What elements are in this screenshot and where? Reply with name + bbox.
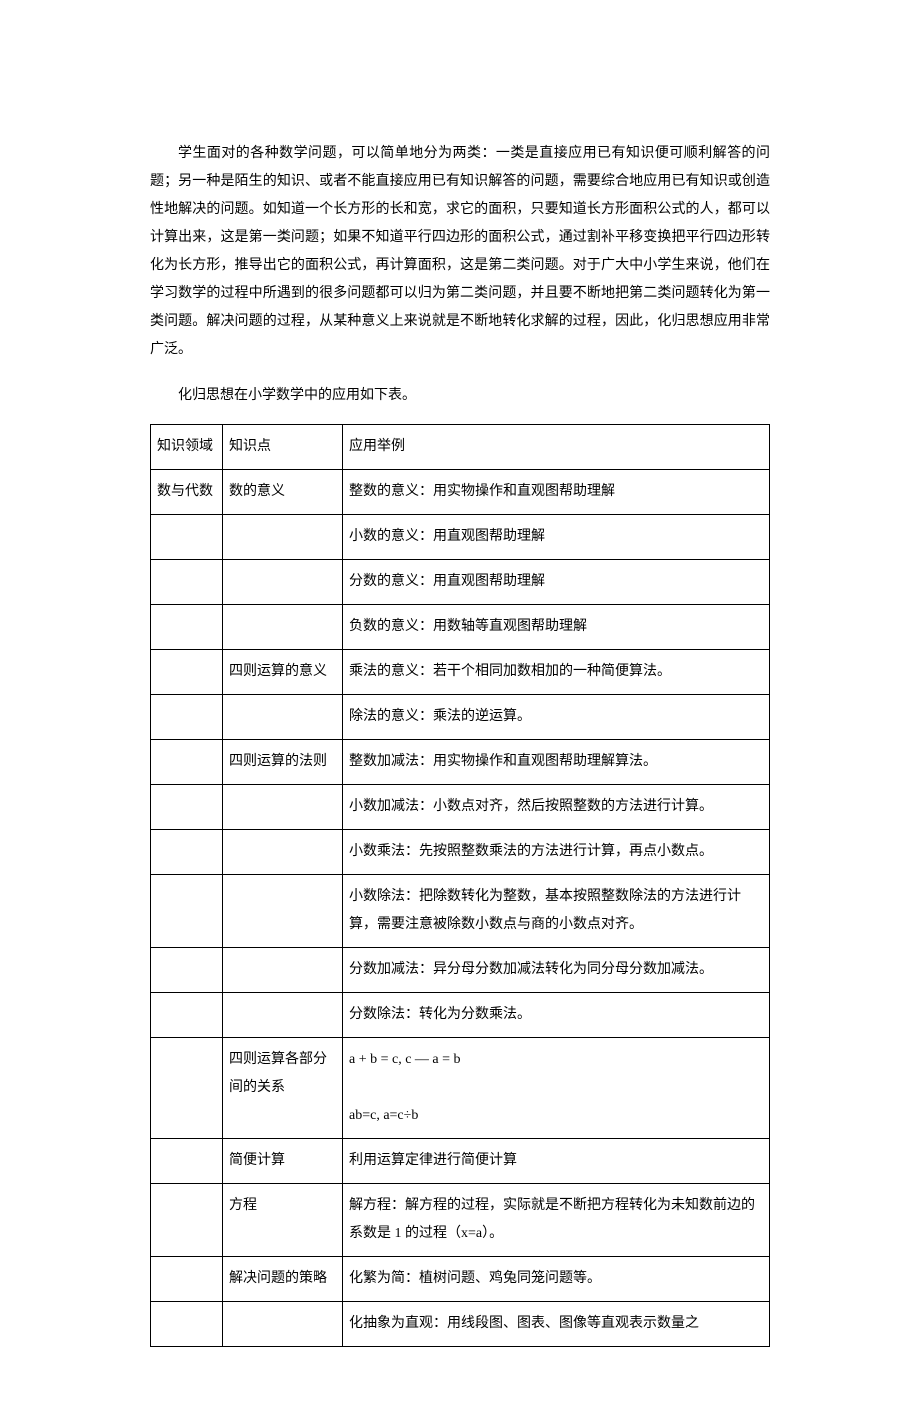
- header-point: 知识点: [223, 425, 343, 470]
- cell-example: 乘法的意义：若干个相同加数相加的一种简便算法。: [343, 650, 770, 695]
- table-row: 数与代数 数的意义 整数的意义：用实物操作和直观图帮助理解: [151, 470, 770, 515]
- cell-point: [223, 830, 343, 875]
- table-row: 四则运算各部分间的关系 a + b = c, c — a = b ab=c, a…: [151, 1038, 770, 1139]
- intro-paragraph: 学生面对的各种数学问题，可以简单地分为两类：一类是直接应用已有知识便可顺利解答的…: [150, 140, 770, 364]
- cell-domain: [151, 740, 223, 785]
- cell-point: [223, 948, 343, 993]
- cell-example: 小数的意义：用直观图帮助理解: [343, 515, 770, 560]
- cell-domain: [151, 650, 223, 695]
- table-row: 小数的意义：用直观图帮助理解: [151, 515, 770, 560]
- cell-point: [223, 605, 343, 650]
- cell-point: 四则运算的意义: [223, 650, 343, 695]
- cell-example: 除法的意义：乘法的逆运算。: [343, 695, 770, 740]
- table-intro: 化归思想在小学数学中的应用如下表。: [150, 382, 770, 410]
- table-row: 分数加减法：异分母分数加减法转化为同分母分数加减法。: [151, 948, 770, 993]
- table-row: 分数除法：转化为分数乘法。: [151, 993, 770, 1038]
- cell-point: 四则运算各部分间的关系: [223, 1038, 343, 1139]
- header-domain: 知识领域: [151, 425, 223, 470]
- cell-domain: [151, 695, 223, 740]
- cell-domain: [151, 785, 223, 830]
- cell-point: 四则运算的法则: [223, 740, 343, 785]
- cell-point: [223, 695, 343, 740]
- cell-domain: [151, 948, 223, 993]
- cell-example: 小数乘法：先按照整数乘法的方法进行计算，再点小数点。: [343, 830, 770, 875]
- cell-point: 方程: [223, 1184, 343, 1257]
- cell-domain: [151, 1257, 223, 1302]
- cell-example: 化抽象为直观：用线段图、图表、图像等直观表示数量之: [343, 1302, 770, 1347]
- cell-point: 简便计算: [223, 1139, 343, 1184]
- cell-domain: 数与代数: [151, 470, 223, 515]
- cell-point: [223, 560, 343, 605]
- cell-example: 分数加减法：异分母分数加减法转化为同分母分数加减法。: [343, 948, 770, 993]
- cell-example: 小数除法：把除数转化为整数，基本按照整数除法的方法进行计算，需要注意被除数小数点…: [343, 875, 770, 948]
- cell-example: a + b = c, c — a = b ab=c, a=c÷b: [343, 1038, 770, 1139]
- table-row: 简便计算 利用运算定律进行简便计算: [151, 1139, 770, 1184]
- cell-point: [223, 1302, 343, 1347]
- table-row: 负数的意义：用数轴等直观图帮助理解: [151, 605, 770, 650]
- table-row: 小数加减法：小数点对齐，然后按照整数的方法进行计算。: [151, 785, 770, 830]
- table-row: 化抽象为直观：用线段图、图表、图像等直观表示数量之: [151, 1302, 770, 1347]
- cell-domain: [151, 993, 223, 1038]
- cell-domain: [151, 1302, 223, 1347]
- cell-point: 数的意义: [223, 470, 343, 515]
- cell-example: 负数的意义：用数轴等直观图帮助理解: [343, 605, 770, 650]
- cell-point: [223, 875, 343, 948]
- cell-domain: [151, 515, 223, 560]
- cell-example: 化繁为简：植树问题、鸡兔同笼问题等。: [343, 1257, 770, 1302]
- cell-point: [223, 515, 343, 560]
- cell-example: 分数除法：转化为分数乘法。: [343, 993, 770, 1038]
- cell-domain: [151, 1184, 223, 1257]
- application-table: 知识领域 知识点 应用举例 数与代数 数的意义 整数的意义：用实物操作和直观图帮…: [150, 424, 770, 1347]
- cell-example: 小数加减法：小数点对齐，然后按照整数的方法进行计算。: [343, 785, 770, 830]
- table-row: 除法的意义：乘法的逆运算。: [151, 695, 770, 740]
- table-row: 小数乘法：先按照整数乘法的方法进行计算，再点小数点。: [151, 830, 770, 875]
- cell-example: 整数加减法：用实物操作和直观图帮助理解算法。: [343, 740, 770, 785]
- cell-domain: [151, 605, 223, 650]
- cell-example: 解方程：解方程的过程，实际就是不断把方程转化为未知数前边的系数是 1 的过程（x…: [343, 1184, 770, 1257]
- cell-domain: [151, 560, 223, 605]
- table-row: 四则运算的法则 整数加减法：用实物操作和直观图帮助理解算法。: [151, 740, 770, 785]
- cell-example: 整数的意义：用实物操作和直观图帮助理解: [343, 470, 770, 515]
- table-row: 四则运算的意义 乘法的意义：若干个相同加数相加的一种简便算法。: [151, 650, 770, 695]
- cell-point: [223, 993, 343, 1038]
- header-example: 应用举例: [343, 425, 770, 470]
- table-header-row: 知识领域 知识点 应用举例: [151, 425, 770, 470]
- table-row: 分数的意义：用直观图帮助理解: [151, 560, 770, 605]
- table-row: 方程 解方程：解方程的过程，实际就是不断把方程转化为未知数前边的系数是 1 的过…: [151, 1184, 770, 1257]
- cell-example: 利用运算定律进行简便计算: [343, 1139, 770, 1184]
- cell-domain: [151, 875, 223, 948]
- cell-domain: [151, 1038, 223, 1139]
- table-row: 解决问题的策略 化繁为简：植树问题、鸡兔同笼问题等。: [151, 1257, 770, 1302]
- cell-point: 解决问题的策略: [223, 1257, 343, 1302]
- cell-domain: [151, 830, 223, 875]
- cell-point: [223, 785, 343, 830]
- table-row: 小数除法：把除数转化为整数，基本按照整数除法的方法进行计算，需要注意被除数小数点…: [151, 875, 770, 948]
- cell-domain: [151, 1139, 223, 1184]
- cell-example: 分数的意义：用直观图帮助理解: [343, 560, 770, 605]
